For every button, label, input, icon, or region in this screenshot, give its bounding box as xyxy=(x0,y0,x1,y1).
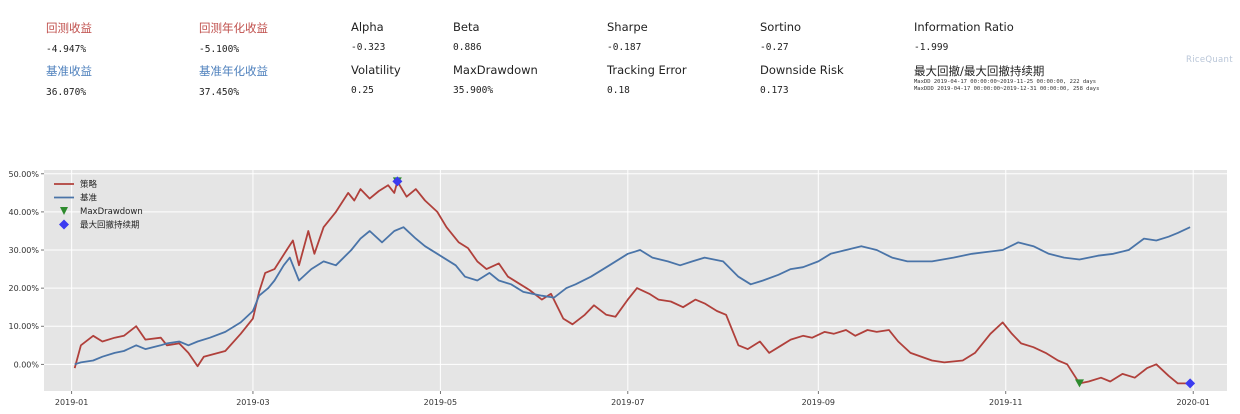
metric-benchmark-annualized: 基准年化收益 37.450% xyxy=(199,63,268,98)
maxdd-detail: MaxDD 2019-04-17 00:00:00~2019-11-25 00:… xyxy=(914,79,1099,93)
metric-volatility: Volatility 0.25 xyxy=(351,63,401,96)
metric-backtest-return: 回测收益 -4.947% xyxy=(46,20,92,55)
legend-label: 策略 xyxy=(80,179,98,190)
metric-value: 0.18 xyxy=(607,85,630,96)
metric-label: MaxDrawdown xyxy=(453,63,538,77)
metric-benchmark-return: 基准收益 36.070% xyxy=(46,63,92,98)
metric-label: 基准年化收益 xyxy=(199,64,268,78)
maxddd-marker xyxy=(1185,378,1196,389)
returns-chart: 50.00% 40.00% 30.00% 20.00% 10.00% 0.00% 2019-… xyxy=(8,170,1227,407)
metric-label: Information Ratio xyxy=(914,20,1014,34)
metric-label: Volatility xyxy=(351,63,401,77)
benchmark-line xyxy=(74,226,1191,366)
y-tick-label: 0.00% xyxy=(14,360,40,369)
metric-annualized-return: 回测年化收益 -5.100% xyxy=(199,20,268,55)
metric-downside-risk: Downside Risk 0.173 xyxy=(760,63,844,96)
metric-label: Beta xyxy=(453,20,480,34)
metric-label: Alpha xyxy=(351,20,384,34)
metric-value: 0.886 xyxy=(453,42,482,53)
metric-value: -5.100% xyxy=(199,44,240,55)
maxddd-line: MaxDDD 2019-04-17 00:00:00~2019-12-31 00… xyxy=(914,86,1100,92)
metric-label: 回测年化收益 xyxy=(199,21,268,35)
y-tick-label: 10.00% xyxy=(8,322,39,331)
x-tick-label: 2019-05 xyxy=(424,398,457,407)
y-tick-label: 30.00% xyxy=(8,246,39,255)
y-tick-label: 50.00% xyxy=(8,170,39,179)
metric-alpha: Alpha -0.323 xyxy=(351,20,385,53)
x-tick-label: 2019-09 xyxy=(802,398,835,407)
metric-sharpe: Sharpe -0.187 xyxy=(607,20,648,53)
metric-label: 回测收益 xyxy=(46,21,92,35)
x-tick-label: 2019-01 xyxy=(55,398,88,407)
metric-value: -1.999 xyxy=(914,42,949,53)
metric-label: Downside Risk xyxy=(760,63,844,77)
legend-label: 基准 xyxy=(80,193,98,204)
maxdd-line: MaxDD 2019-04-17 00:00:00~2019-11-25 00:… xyxy=(914,79,1097,85)
metric-value: 0.173 xyxy=(760,85,789,96)
metric-value: 0.25 xyxy=(351,85,374,96)
metric-tracking-error: Tracking Error 0.18 xyxy=(607,63,687,96)
metric-label: Sortino xyxy=(760,20,802,34)
legend-diamond-swatch xyxy=(59,219,69,230)
metric-value: 35.900% xyxy=(453,85,494,96)
ricequant-watermark: RiceQuant xyxy=(1186,55,1233,65)
metric-sortino: Sortino -0.27 xyxy=(760,20,801,53)
legend-label: 最大回撤持续期 xyxy=(80,220,140,231)
legend-triangle-swatch xyxy=(60,207,68,215)
metric-maxdrawdown: MaxDrawdown 35.900% xyxy=(453,63,538,96)
metric-label: 最大回撤/最大回撤持续期 xyxy=(914,64,1045,78)
maxddd-marker xyxy=(392,176,403,187)
y-tick-label: 20.00% xyxy=(8,284,39,293)
metric-label: Tracking Error xyxy=(607,63,687,77)
metric-value: 37.450% xyxy=(199,87,240,98)
metric-value: 36.070% xyxy=(46,87,87,98)
metric-value: -4.947% xyxy=(46,44,87,55)
legend-label: MaxDrawdown xyxy=(80,207,143,217)
metric-information-ratio: Information Ratio -1.999 xyxy=(914,20,1014,53)
plot-background xyxy=(44,170,1227,391)
x-tick-label: 2020-01 xyxy=(1176,398,1209,407)
metric-label: 基准收益 xyxy=(46,64,92,78)
y-tick-label: 40.00% xyxy=(8,208,39,217)
metric-beta: Beta 0.886 xyxy=(453,20,482,53)
metric-drawdown-duration: 最大回撤/最大回撤持续期 xyxy=(914,63,1044,79)
metric-value: -0.187 xyxy=(607,42,642,53)
metric-value: -0.27 xyxy=(760,42,789,53)
x-tick-label: 2019-03 xyxy=(236,398,269,407)
metric-label: Sharpe xyxy=(607,20,648,34)
metric-value: -0.323 xyxy=(351,42,386,53)
x-tick-label: 2019-07 xyxy=(611,398,644,407)
maxdrawdown-marker xyxy=(1075,379,1085,388)
x-tick-label: 2019-11 xyxy=(989,398,1022,407)
